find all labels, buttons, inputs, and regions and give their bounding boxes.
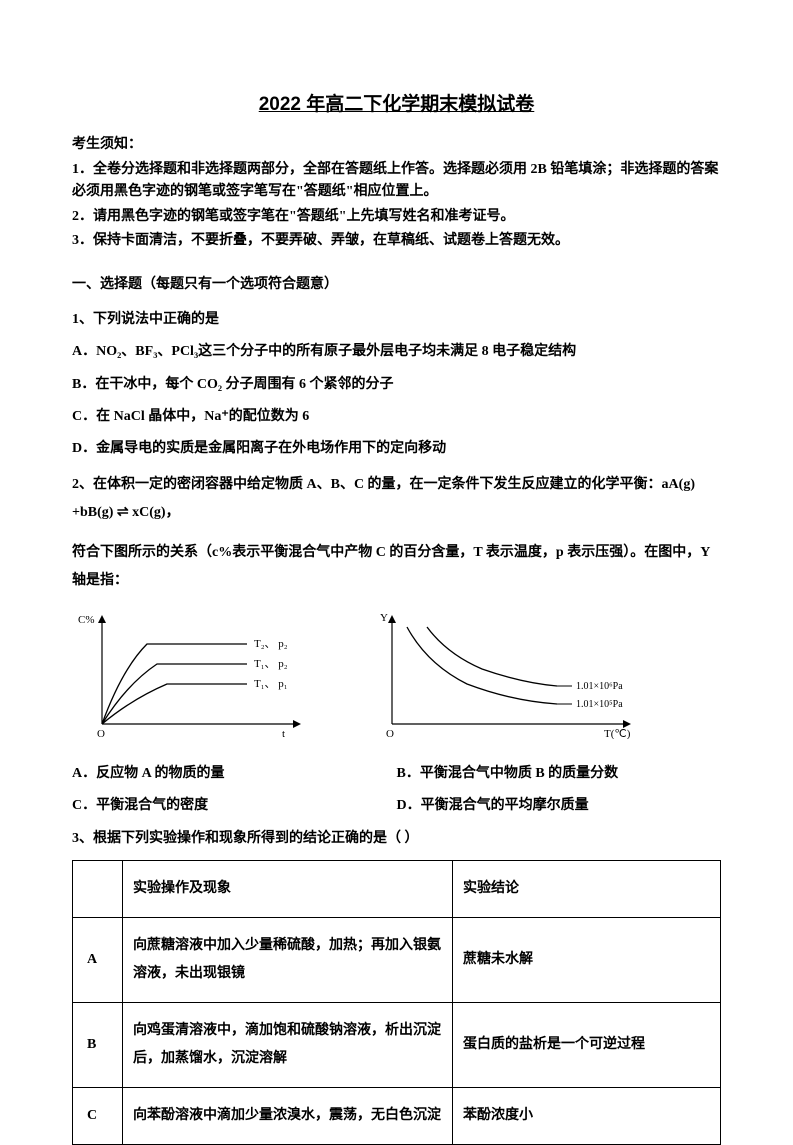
chart-1-svg: C% O t T₂、 p₂ T₁、 p₂ T₁、 p₁ <box>72 609 322 739</box>
charts-row: C% O t T₂、 p₂ T₁、 p₂ T₁、 p₁ Y O T(℃) 1. <box>72 609 721 747</box>
chart-2: Y O T(℃) 1.01×10⁶Pa 1.01×10⁵Pa <box>372 609 652 747</box>
table-row: A 向蔗糖溶液中加入少量稀硫酸，加热；再加入银氨溶液，未出现银镜 蔗糖未水解 <box>73 918 721 1003</box>
chart1-label-1: T₂、 p₂ <box>254 638 288 650</box>
chart2-ylabel: Y <box>380 612 388 624</box>
q1-option-b: B．在干冰中，每个 CO₂ 分子周围有 6 个紧邻的分子 <box>72 374 721 396</box>
q2-option-a: A．反应物 A 的物质的量 <box>72 763 397 785</box>
row-c-conc: 苯酚浓度小 <box>453 1088 721 1145</box>
chart-2-svg: Y O T(℃) 1.01×10⁶Pa 1.01×10⁵Pa <box>372 609 652 739</box>
q2-option-b: B．平衡混合气中物质 B 的质量分数 <box>397 763 722 785</box>
q3-stem: 3、根据下列实验操作和现象所得到的结论正确的是（ ） <box>72 828 721 850</box>
q1-option-c: C．在 NaCl 晶体中，Na⁺的配位数为 6 <box>72 406 721 428</box>
table-header-op: 实验操作及现象 <box>123 861 453 918</box>
chart1-label-3: T₁、 p₁ <box>254 678 288 690</box>
row-a-op: 向蔗糖溶液中加入少量稀硫酸，加热；再加入银氨溶液，未出现银镜 <box>123 918 453 1003</box>
row-b-op: 向鸡蛋清溶液中，滴加饱和硫酸钠溶液，析出沉淀后，加蒸馏水，沉淀溶解 <box>123 1003 453 1088</box>
q2-stem-line2: 符合下图所示的关系（c%表示平衡混合气中产物 C 的百分含量，T 表示温度，p … <box>72 539 721 595</box>
q1-stem: 1、下列说法中正确的是 <box>72 309 721 331</box>
chart2-label-1: 1.01×10⁶Pa <box>576 681 623 692</box>
row-a-letter: A <box>73 918 123 1003</box>
row-c-letter: C <box>73 1088 123 1145</box>
page-title: 2022 年高二下化学期末模拟试卷 <box>72 90 721 120</box>
section-1-heading: 一、选择题（每题只有一个选项符合题意） <box>72 274 721 296</box>
row-b-conc: 蛋白质的盐析是一个可逆过程 <box>453 1003 721 1088</box>
notice-item-3: 3．保持卡面清洁，不要折叠，不要弄破、弄皱，在草稿纸、试题卷上答题无效。 <box>72 230 721 252</box>
table-header-conc: 实验结论 <box>453 861 721 918</box>
chart2-xlabel: T(℃) <box>604 728 631 739</box>
chart-1: C% O t T₂、 p₂ T₁、 p₂ T₁、 p₁ <box>72 609 322 747</box>
q2-stem-line1: 2、在体积一定的密闭容器中给定物质 A、B、C 的量，在一定条件下发生反应建立的… <box>72 471 721 527</box>
q2-option-c: C．平衡混合气的密度 <box>72 795 397 817</box>
chart1-ylabel: C% <box>78 614 95 626</box>
chart1-label-2: T₁、 p₂ <box>254 658 288 670</box>
notice-heading: 考生须知： <box>72 134 721 156</box>
table-header-blank <box>73 861 123 918</box>
table-row: B 向鸡蛋清溶液中，滴加饱和硫酸钠溶液，析出沉淀后，加蒸馏水，沉淀溶解 蛋白质的… <box>73 1003 721 1088</box>
chart2-label-2: 1.01×10⁵Pa <box>576 699 623 710</box>
chart1-xlabel: t <box>282 728 285 739</box>
svg-text:O: O <box>386 728 394 739</box>
svg-text:O: O <box>97 728 105 739</box>
q1-option-a: A．NO₂、BF₃、PCl₃这三个分子中的所有原子最外层电子均未满足 8 电子稳… <box>72 341 721 363</box>
row-c-op: 向苯酚溶液中滴加少量浓溴水，震荡，无白色沉淀 <box>123 1088 453 1145</box>
row-a-conc: 蔗糖未水解 <box>453 918 721 1003</box>
notice-item-2: 2．请用黑色字迹的钢笔或签字笔在"答题纸"上先填写姓名和准考证号。 <box>72 206 721 228</box>
q1-option-d: D．金属导电的实质是金属阳离子在外电场作用下的定向移动 <box>72 438 721 460</box>
q3-table: 实验操作及现象 实验结论 A 向蔗糖溶液中加入少量稀硫酸，加热；再加入银氨溶液，… <box>72 860 721 1145</box>
table-row: C 向苯酚溶液中滴加少量浓溴水，震荡，无白色沉淀 苯酚浓度小 <box>73 1088 721 1145</box>
row-b-letter: B <box>73 1003 123 1088</box>
q2-option-d: D．平衡混合气的平均摩尔质量 <box>397 795 722 817</box>
notice-item-1: 1．全卷分选择题和非选择题两部分，全部在答题纸上作答。选择题必须用 2B 铅笔填… <box>72 159 721 204</box>
